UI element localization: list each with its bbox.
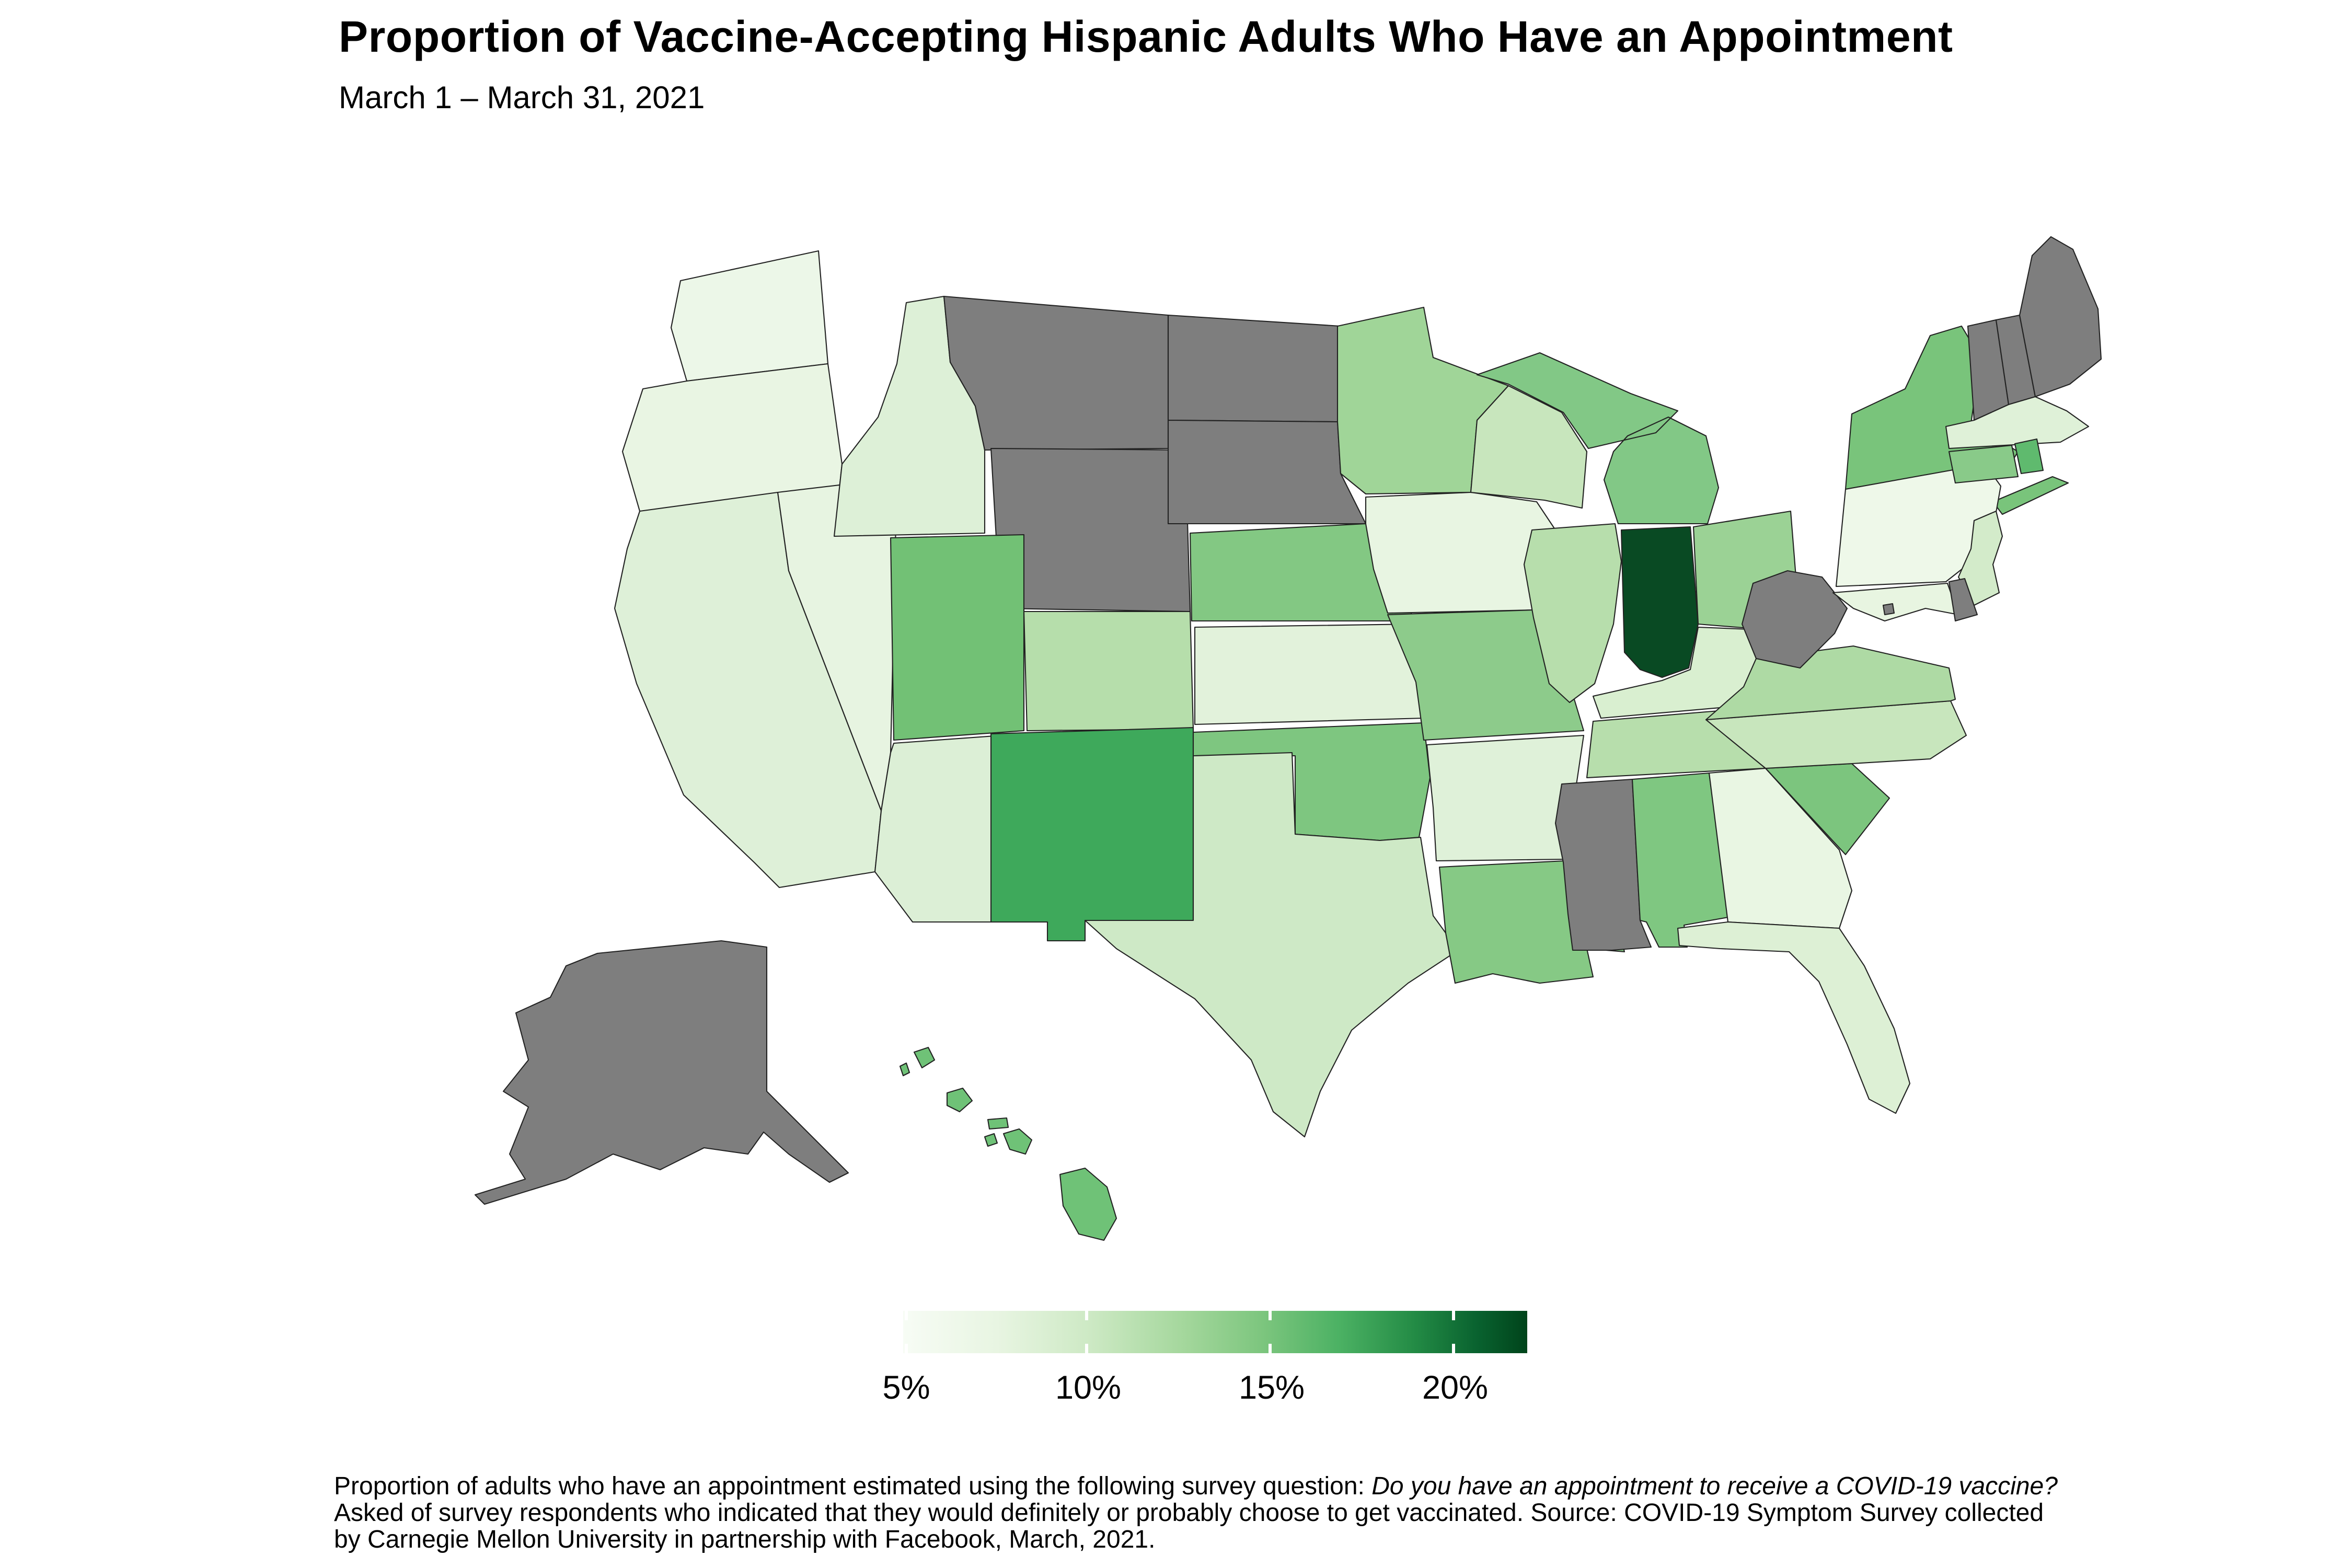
state-michigan [1476,352,1720,525]
us-choropleth-map [474,236,2102,1241]
legend-tick-mark [1269,1311,1272,1320]
caption-line-2: Asked of survey respondents who indicate… [334,1501,2044,1527]
state-west-virginia [1741,570,1848,669]
legend-tick-label-10: 10% [1055,1370,1122,1406]
state-hawaii [899,1046,1117,1241]
legend-tick-mark [1452,1344,1455,1353]
state-texas [1084,752,1459,1138]
state-district-of-columbia [1882,603,1895,616]
legend-tick-label-15: 15% [1238,1370,1305,1406]
source-caption: Proportion of adults who have an appoint… [334,1474,2341,1554]
chart-title: Proportion of Vaccine-Accepting Hispanic… [339,13,1953,61]
caption-text: Proportion of adults who have an appoint… [334,1474,1372,1501]
legend-tick-mark [1085,1344,1088,1353]
state-rhode-island [2014,438,2044,475]
state-new-mexico [990,727,1194,942]
legend-tick-mark [905,1311,908,1320]
state-alaska [474,940,849,1205]
state-new-york-long-island [1992,476,2069,515]
state-north-dakota [1167,314,1342,423]
state-south-dakota [1167,419,1367,525]
legend-tick-mark [1085,1311,1088,1320]
legend-tick-label-5: 5% [882,1370,930,1406]
state-connecticut [1948,444,2019,484]
state-colorado [1023,610,1194,732]
legend-tick-label-20: 20% [1422,1370,1489,1406]
caption-line-1: Proportion of adults who have an appoint… [334,1474,2341,1501]
legend-gradient-bar [903,1311,1527,1353]
state-new-jersey [1957,510,2003,606]
legend-tick-mark [1452,1311,1455,1320]
caption-line-3: by Carnegie Mellon University in partner… [334,1527,1156,1554]
state-wisconsin [1470,385,1588,509]
legend-tick-mark [1269,1344,1272,1353]
state-virginia [1705,645,1956,721]
state-kansas [1194,623,1428,725]
chart-subtitle: March 1 – March 31, 2021 [339,82,705,116]
state-massachusetts [1945,396,2090,449]
state-illinois [1523,523,1622,704]
state-washington [670,250,829,382]
legend-tick-mark [905,1344,908,1353]
state-maine [2019,236,2102,398]
state-maryland [1832,582,1959,622]
state-delaware [1948,578,1978,622]
state-florida [1677,921,1911,1114]
caption-survey-question: Do you have an appointment to receive a … [1371,1474,2058,1501]
state-indiana [1620,526,1699,678]
state-utah [890,534,1025,741]
